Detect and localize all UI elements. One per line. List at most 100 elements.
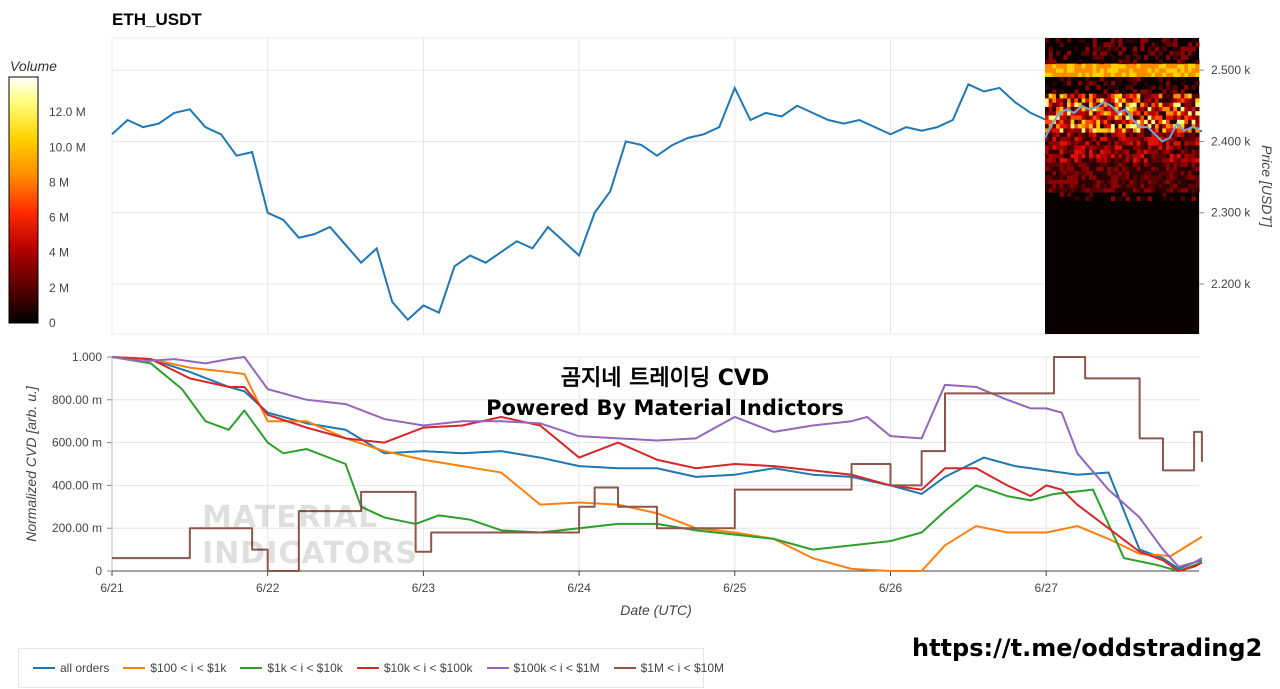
heatmap-cell xyxy=(1078,102,1083,107)
heatmap-cell xyxy=(1078,93,1083,99)
legend-item[interactable]: $100 < i < $1k xyxy=(123,661,226,675)
heatmap-cell xyxy=(1078,179,1083,185)
heatmap-cell xyxy=(1191,102,1196,107)
heatmap-cell xyxy=(1125,102,1130,107)
x-tick-label: 6/23 xyxy=(412,581,436,595)
heatmap-cell xyxy=(1136,196,1141,202)
heatmap-cell xyxy=(1067,192,1072,197)
heatmap-cell xyxy=(1103,153,1108,159)
heatmap-cell xyxy=(1129,67,1134,73)
heatmap-cell xyxy=(1074,183,1079,189)
heatmap-cell xyxy=(1103,93,1108,99)
heatmap-cell xyxy=(1078,162,1083,167)
heatmap-cell xyxy=(1195,93,1200,99)
heatmap-cell xyxy=(1184,179,1189,185)
heatmap-cell xyxy=(1184,140,1189,146)
heatmap-cell xyxy=(1070,72,1075,78)
heatmap-cell xyxy=(1195,42,1200,48)
heatmap-cell xyxy=(1059,192,1064,197)
heatmap-cell xyxy=(1162,132,1167,137)
heatmap-cell xyxy=(1180,136,1185,142)
heatmap-cell xyxy=(1184,102,1189,107)
legend-item[interactable]: $10k < i < $100k xyxy=(356,661,473,675)
heatmap-cell xyxy=(1103,42,1108,48)
heatmap-cell xyxy=(1151,42,1156,48)
heatmap-cell xyxy=(1140,174,1145,180)
heatmap-cell xyxy=(1048,149,1053,155)
legend-item[interactable]: $1M < i < $10M xyxy=(613,661,724,675)
heatmap-cell xyxy=(1129,80,1134,86)
heatmap-cell xyxy=(1048,183,1053,189)
heatmap-cell xyxy=(1129,187,1134,193)
heatmap-cell xyxy=(1074,72,1079,78)
heatmap-cell xyxy=(1151,140,1156,146)
telegram-link[interactable]: https://t.me/oddstrading2 xyxy=(912,634,1263,662)
heatmap-cell xyxy=(1155,123,1160,129)
heatmap-cell xyxy=(1059,157,1064,163)
heatmap-cell xyxy=(1136,106,1141,112)
heatmap-cell xyxy=(1078,119,1083,125)
heatmap-cell xyxy=(1103,174,1108,180)
heatmap-cell xyxy=(1177,162,1182,167)
heatmap-cell xyxy=(1180,174,1185,180)
legend-item[interactable]: $1k < i < $10k xyxy=(240,661,343,675)
heatmap-cell xyxy=(1107,166,1112,172)
heatmap-cell xyxy=(1177,97,1182,103)
heatmap-cell xyxy=(1155,46,1160,52)
heatmap-cell xyxy=(1133,127,1138,133)
heatmap-cell xyxy=(1151,110,1156,116)
heatmap-cell xyxy=(1144,89,1149,95)
heatmap-cell xyxy=(1092,55,1097,60)
heatmap-cell xyxy=(1085,174,1090,180)
heatmap-cell xyxy=(1103,115,1108,120)
heatmap-cell xyxy=(1151,97,1156,103)
heatmap-cell xyxy=(1067,38,1072,43)
heatmap-cell xyxy=(1177,174,1182,180)
heatmap-cell xyxy=(1063,67,1068,73)
heatmap-cell xyxy=(1096,179,1101,185)
colorbar-title: Volume xyxy=(10,58,57,74)
heatmap-cell xyxy=(1111,127,1116,133)
heatmap-cell xyxy=(1089,157,1094,163)
heatmap-cell xyxy=(1092,93,1097,99)
heatmap-cell xyxy=(1122,132,1127,137)
heatmap-cell xyxy=(1191,170,1196,176)
heatmap-cell xyxy=(1144,67,1149,73)
heatmap-cell xyxy=(1114,67,1119,73)
heatmap-cell xyxy=(1089,110,1094,116)
heatmap-cell xyxy=(1063,93,1068,99)
heatmap-cell xyxy=(1092,123,1097,129)
heatmap-cell xyxy=(1122,174,1127,180)
heatmap-cell xyxy=(1188,50,1193,56)
heatmap-cell xyxy=(1162,46,1167,52)
heatmap-cell xyxy=(1070,179,1075,185)
legend-item[interactable]: all orders xyxy=(33,661,109,675)
heatmap-cell xyxy=(1195,166,1200,172)
heatmap-cell xyxy=(1081,157,1086,163)
heatmap-cell xyxy=(1133,38,1138,43)
colorbar-tick-label: 10.0 M xyxy=(49,140,86,154)
x-axis-label: Date (UTC) xyxy=(620,602,692,618)
heatmap-cell xyxy=(1129,132,1134,137)
heatmap-cell xyxy=(1125,93,1130,99)
heatmap-cell xyxy=(1052,106,1057,112)
heatmap-cell xyxy=(1103,149,1108,155)
heatmap-cell xyxy=(1100,174,1105,180)
heatmap-cell xyxy=(1147,89,1152,95)
heatmap-cell xyxy=(1140,110,1145,116)
heatmap-cell xyxy=(1045,102,1050,107)
heatmap-cell xyxy=(1125,136,1130,142)
heatmap-cell xyxy=(1129,85,1134,90)
heatmap-cell xyxy=(1169,115,1174,120)
heatmap-cell xyxy=(1144,132,1149,137)
legend-item[interactable]: $100k < i < $1M xyxy=(486,661,600,675)
heatmap-price-line xyxy=(1044,101,1200,143)
heatmap-cell xyxy=(1100,140,1105,146)
heatmap-cell xyxy=(1133,140,1138,146)
heatmap-cell xyxy=(1052,136,1057,142)
heatmap-cell xyxy=(1111,162,1116,167)
heatmap-cell xyxy=(1074,89,1079,95)
heatmap-cell xyxy=(1184,162,1189,167)
heatmap-cell xyxy=(1155,106,1160,112)
heatmap-cell xyxy=(1056,149,1061,155)
